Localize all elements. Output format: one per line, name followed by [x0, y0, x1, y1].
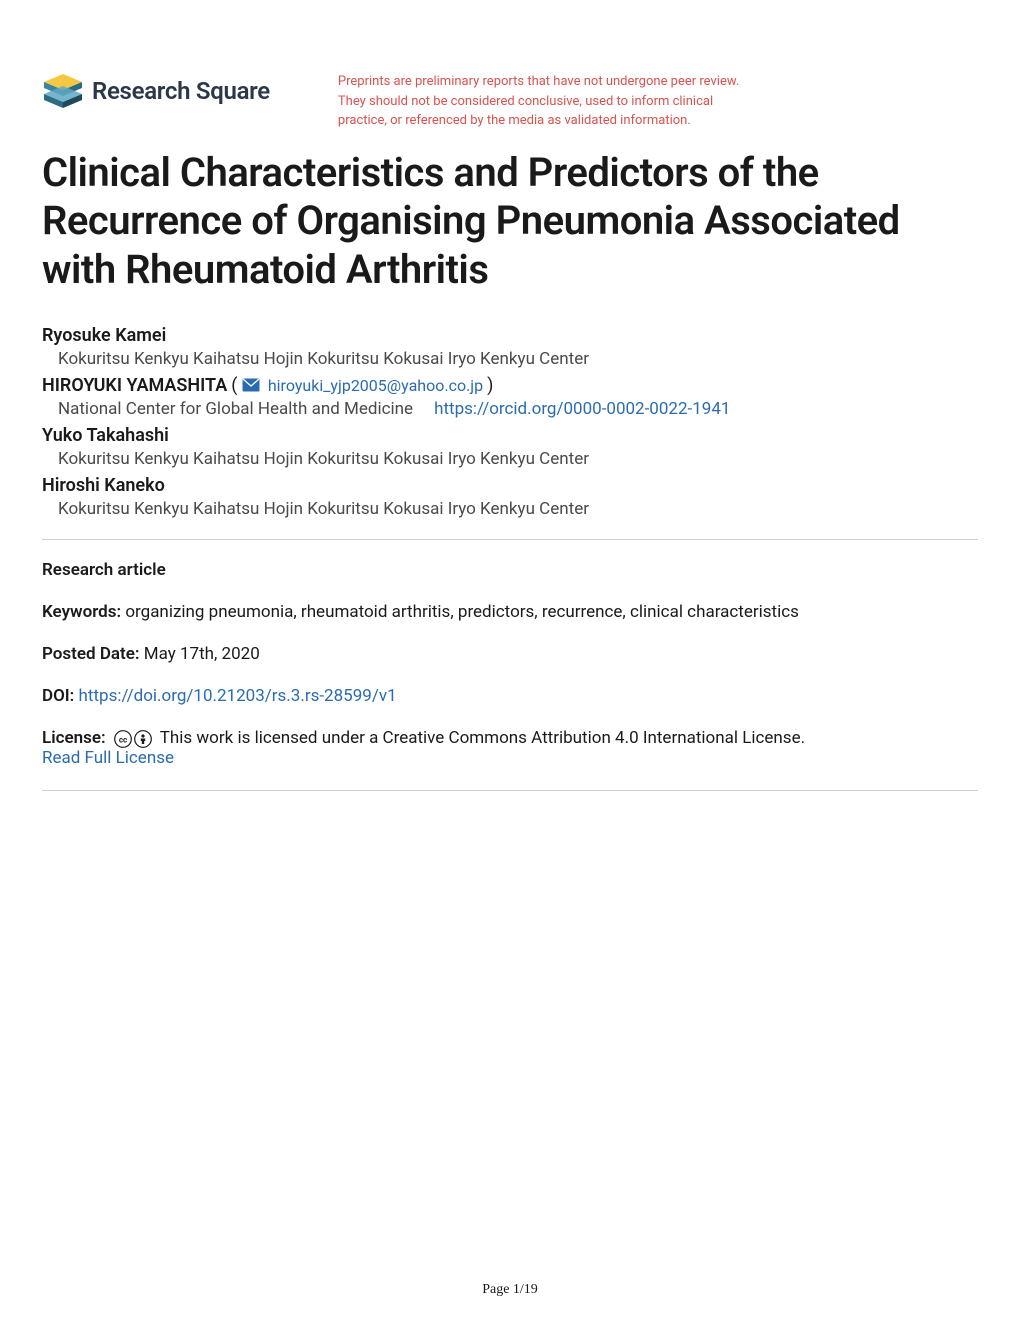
- author-name: HIROYUKI YAMASHITA: [42, 375, 227, 396]
- author-affiliation: Kokuritsu Kenkyu Kaihatsu Hojin Kokurits…: [42, 499, 978, 519]
- cc-icons: cc: [114, 730, 152, 748]
- license-label: License:: [42, 728, 106, 748]
- corresponding-open-paren: (: [231, 375, 242, 396]
- license-text: This work is licensed under a Creative C…: [160, 728, 805, 748]
- author-affiliation: Kokuritsu Kenkyu Kaihatsu Hojin Kokurits…: [42, 449, 978, 469]
- by-icon: [134, 730, 152, 748]
- logo-icon: [42, 72, 84, 110]
- posted-date-label: Posted Date:: [42, 644, 140, 664]
- svg-text:cc: cc: [119, 735, 127, 744]
- affiliation-text: National Center for Global Health and Me…: [58, 399, 413, 419]
- article-metadata: Research article Keywords: organizing pn…: [42, 560, 978, 768]
- logo-text: Research Square: [92, 77, 270, 105]
- author-name: Yuko Takahashi: [42, 425, 978, 446]
- article-type: Research article: [42, 560, 166, 580]
- license-link[interactable]: Read Full License: [42, 748, 174, 768]
- email-icon: [242, 377, 260, 396]
- cc-icon: cc: [114, 730, 132, 748]
- orcid-link[interactable]: https://orcid.org/0000-0002-0022-1941: [434, 399, 730, 419]
- author-name: Ryosuke Kamei: [42, 325, 978, 346]
- author-block: Yuko Takahashi Kokuritsu Kenkyu Kaihatsu…: [42, 425, 978, 469]
- author-block: HIROYUKI YAMASHITA ( hiroyuki_yjp2005@ya…: [42, 375, 978, 419]
- author-affiliation: National Center for Global Health and Me…: [42, 399, 978, 419]
- article-title: Clinical Characteristics and Predictors …: [42, 149, 978, 295]
- keywords-label: Keywords:: [42, 602, 121, 622]
- author-affiliation: Kokuritsu Kenkyu Kaihatsu Hojin Kokurits…: [42, 349, 978, 369]
- author-block: Hiroshi Kaneko Kokuritsu Kenkyu Kaihatsu…: [42, 475, 978, 519]
- research-square-logo: Research Square: [42, 72, 270, 110]
- page-header: Research Square Preprints are preliminar…: [42, 72, 978, 131]
- preprint-disclaimer: Preprints are preliminary reports that h…: [338, 72, 758, 131]
- section-divider: [42, 539, 978, 540]
- posted-date-value: May 17th, 2020: [144, 644, 260, 664]
- page-footer: Page 1/19: [0, 1282, 1020, 1298]
- section-divider: [42, 790, 978, 791]
- author-email-link[interactable]: hiroyuki_yjp2005@yahoo.co.jp: [268, 376, 483, 395]
- doi-link[interactable]: https://doi.org/10.21203/rs.3.rs-28599/v…: [79, 686, 397, 706]
- author-name: Hiroshi Kaneko: [42, 475, 978, 496]
- authors-list: Ryosuke Kamei Kokuritsu Kenkyu Kaihatsu …: [42, 325, 978, 519]
- corresponding-close-paren: ): [487, 375, 493, 396]
- author-block: Ryosuke Kamei Kokuritsu Kenkyu Kaihatsu …: [42, 325, 978, 369]
- keywords-value: organizing pneumonia, rheumatoid arthrit…: [125, 602, 799, 622]
- doi-label: DOI:: [42, 686, 74, 706]
